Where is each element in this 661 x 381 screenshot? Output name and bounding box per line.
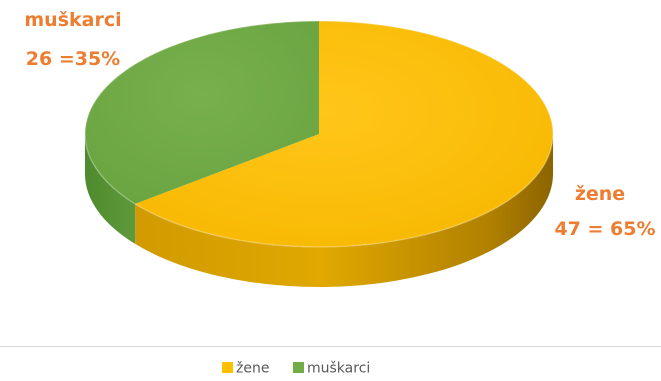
pie-side-muskarci	[85, 134, 136, 244]
slice-label-zene-name: žene	[575, 183, 625, 205]
pie-slice-muskarci	[85, 21, 319, 204]
slice-label-muskarci-name: muškarci	[24, 9, 121, 31]
legend-label-muskarci: muškarci	[307, 361, 370, 377]
pie-body	[84, 20, 554, 288]
pie-side-zene	[135, 134, 553, 288]
legend-swatch-zene	[222, 362, 233, 373]
legend-swatch-muskarci	[293, 362, 304, 373]
legend: žene muškarci	[222, 361, 370, 377]
slice-label-muskarci-value: 26 =35%	[26, 48, 120, 70]
legend-label-zene: žene	[236, 361, 269, 377]
pie-rim	[84, 20, 554, 248]
pie-slice-zene	[135, 21, 553, 247]
slice-label-zene-value: 47 = 65%	[554, 218, 655, 240]
